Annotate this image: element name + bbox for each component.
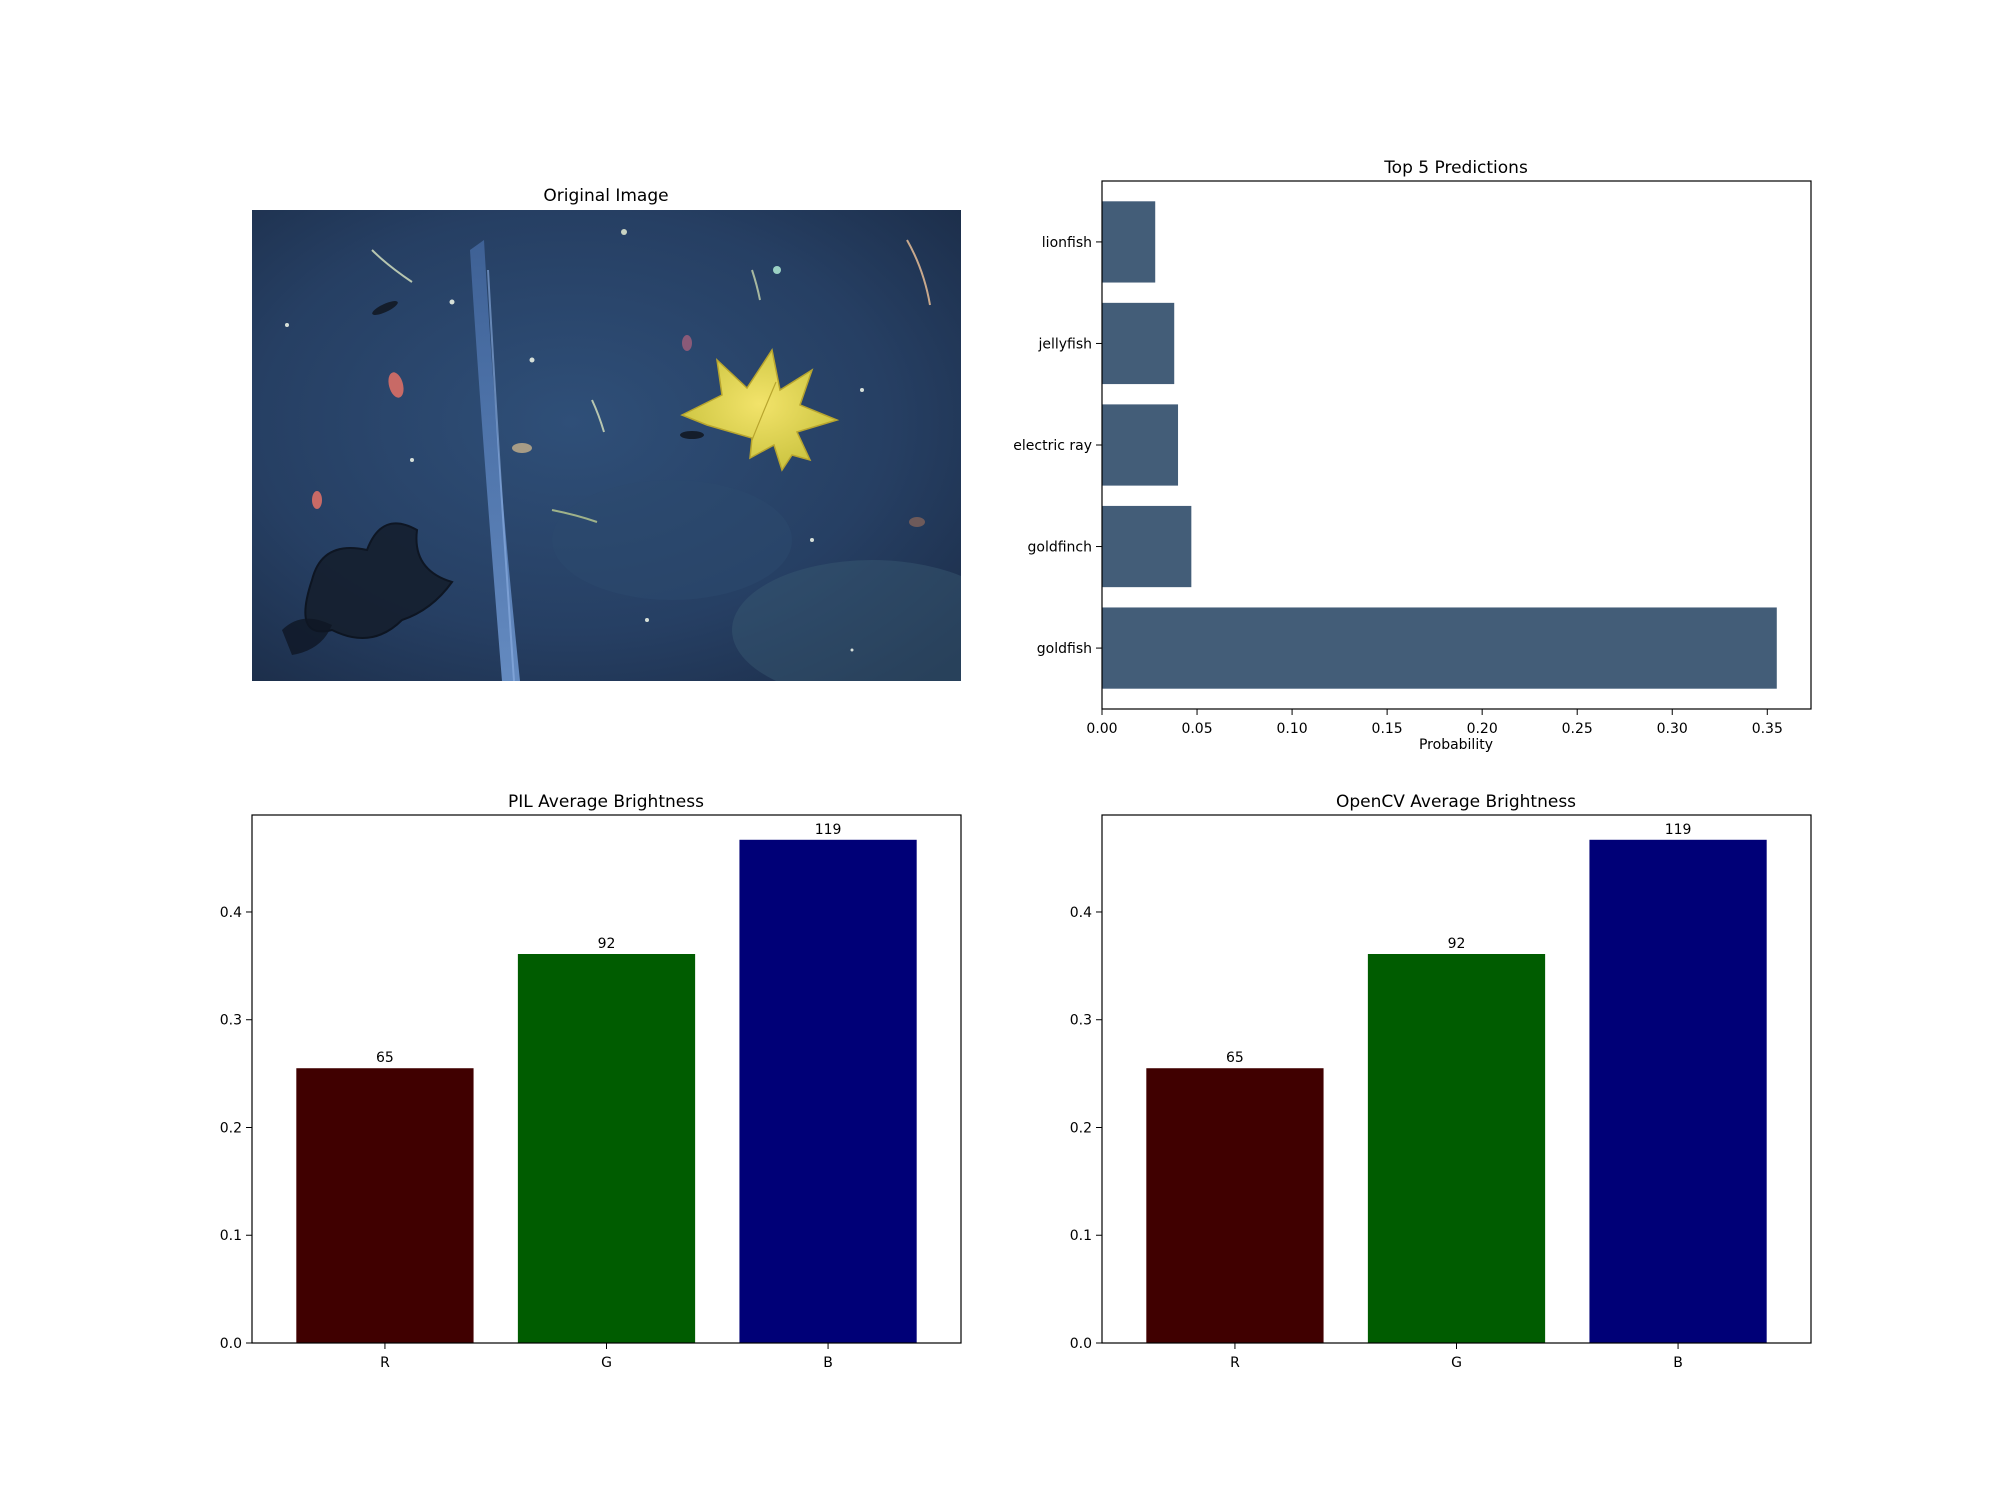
bar-value-label: 92 [598, 936, 616, 952]
opencv-brightness-chart: OpenCV Average Brightness 65 92 119 R G B 0.… [1070, 792, 1812, 1371]
y-tick-label: 0.2 [1070, 1120, 1092, 1136]
opencv-axes-frame [1101, 814, 1812, 1344]
prediction-bar [1102, 607, 1777, 689]
y-tick-label: goldfish [1037, 641, 1092, 657]
x-tick-label: G [601, 1355, 612, 1371]
y-tick-label: electric ray [1013, 438, 1092, 454]
y-tick-label: 0.1 [1070, 1228, 1092, 1244]
x-tick-label: 0.30 [1657, 721, 1688, 737]
x-tick-label: 0.25 [1562, 721, 1593, 737]
pil-bar-B [739, 839, 917, 1343]
y-tick-label: 0.1 [220, 1228, 242, 1244]
opencv-title: OpenCV Average Brightness [1336, 792, 1576, 812]
y-tick-label: 0.3 [1070, 1013, 1092, 1029]
y-tick-label: 0.4 [220, 905, 242, 921]
y-tick-label: 0.2 [220, 1120, 242, 1136]
opencv-bar-G [1367, 954, 1546, 1343]
y-tick-label: jellyfish [1037, 336, 1092, 352]
x-tick-label: 0.15 [1372, 721, 1403, 737]
pil-axes-frame [251, 814, 962, 1344]
x-tick-label: R [380, 1355, 390, 1371]
prediction-bar [1102, 201, 1156, 283]
x-tick-label: 0.35 [1752, 721, 1783, 737]
y-tick-label: 0.0 [1070, 1336, 1092, 1352]
pil-bar-G [517, 954, 696, 1343]
prediction-bar [1102, 404, 1179, 486]
x-tick-label: R [1230, 1355, 1240, 1371]
predictions-title: Top 5 Predictions [1383, 158, 1528, 178]
original-image-title: Original Image [543, 186, 668, 206]
x-tick-label: B [823, 1355, 833, 1371]
bar-value-label: 119 [1665, 822, 1692, 838]
pil-title: PIL Average Brightness [508, 792, 704, 812]
predictions-xlabel: Probability [1419, 737, 1493, 753]
bar-value-label: 119 [815, 822, 842, 838]
opencv-bar-B [1589, 839, 1767, 1343]
y-tick-label: 0.0 [220, 1336, 242, 1352]
bar-value-label: 92 [1448, 936, 1466, 952]
x-tick-label: 0.05 [1181, 721, 1212, 737]
predictions-axes-frame [1101, 180, 1812, 710]
pil-bar-R [296, 1068, 474, 1343]
y-tick-label: lionfish [1042, 235, 1092, 251]
bar-value-label: 65 [1226, 1050, 1244, 1066]
prediction-bar [1102, 505, 1192, 588]
y-tick-label: 0.4 [1070, 905, 1092, 921]
prediction-bar [1102, 302, 1175, 385]
bar-value-label: 65 [376, 1050, 394, 1066]
top-predictions-chart: Top 5 Predictions goldfish goldfinch elect… [1013, 158, 1812, 753]
original-image-panel: Original Image [252, 186, 961, 681]
x-tick-label: 0.10 [1276, 721, 1307, 737]
original-image [252, 210, 961, 681]
y-tick-label: goldfinch [1028, 540, 1093, 556]
y-tick-label: 0.3 [220, 1013, 242, 1029]
x-tick-label: G [1451, 1355, 1462, 1371]
x-tick-label: 0.00 [1086, 721, 1117, 737]
pil-brightness-chart: PIL Average Brightness 65 92 119 R G B 0.0 0.… [220, 792, 962, 1371]
x-tick-label: 0.20 [1467, 721, 1498, 737]
x-tick-label: B [1673, 1355, 1683, 1371]
opencv-bar-R [1146, 1068, 1324, 1343]
